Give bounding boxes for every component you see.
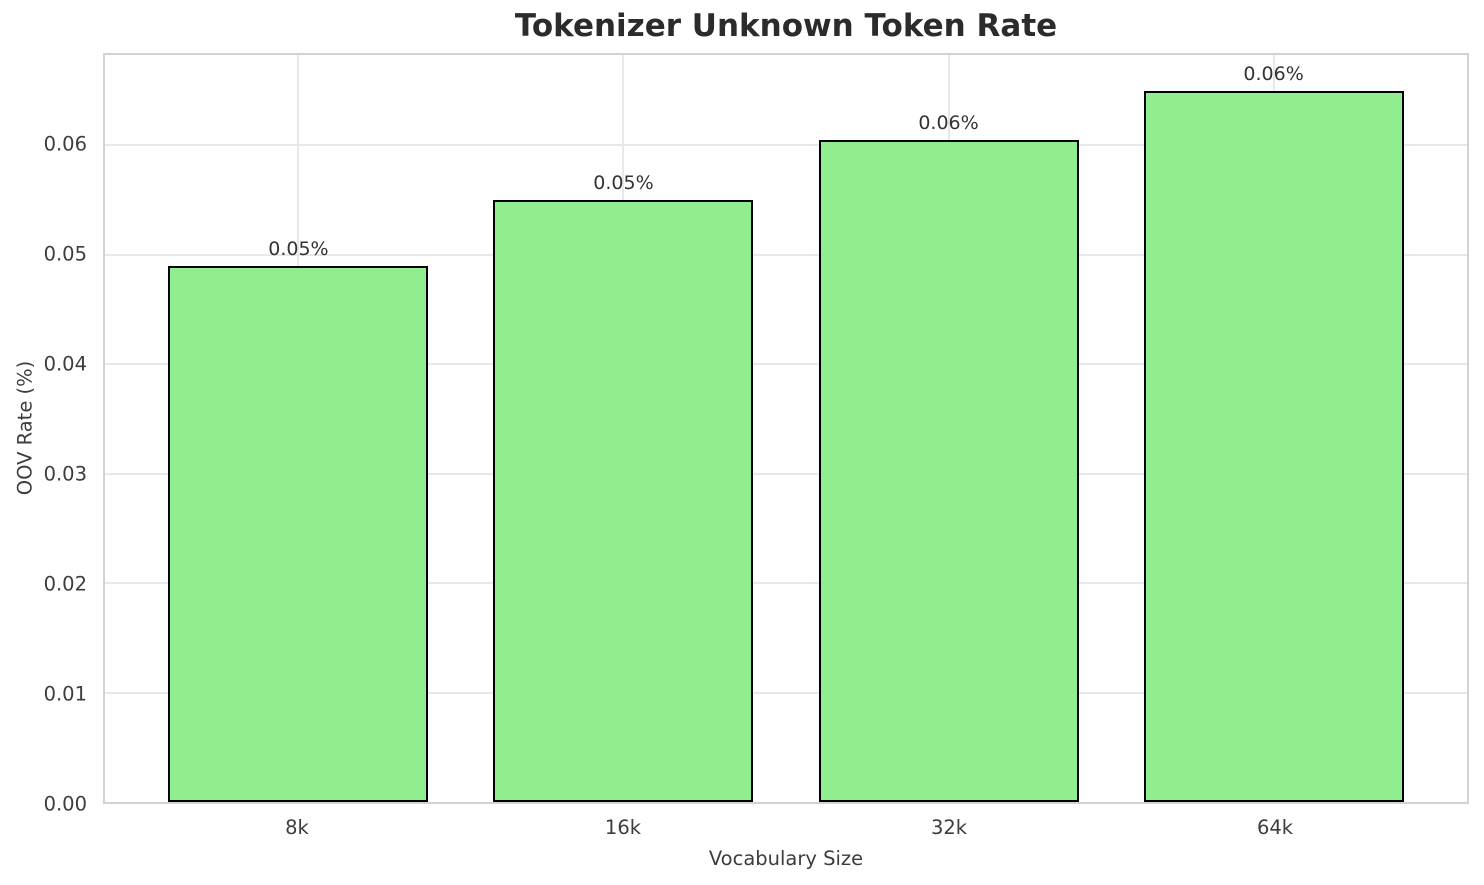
y-gridline [105, 253, 1467, 256]
chart-title: Tokenizer Unknown Token Rate [514, 8, 1058, 44]
y-gridline [105, 144, 1467, 147]
y-gridline [105, 582, 1467, 585]
y-axis-ticks: 0.00 0.01 0.02 0.03 0.04 0.05 0.06 [0, 53, 95, 815]
y-tick-label: 0.01 [43, 682, 87, 706]
bar [493, 200, 754, 802]
y-gridline [105, 363, 1467, 366]
x-tick-label: 64k [1256, 816, 1294, 839]
bar-value-label: 0.05% [593, 172, 654, 195]
x-axis-ticks: 8k 16k 32k 64k [103, 816, 1469, 842]
y-tick-label: 0.05 [43, 242, 87, 266]
y-gridline [105, 691, 1467, 694]
bar [168, 265, 429, 802]
x-axis-label: Vocabulary Size [708, 847, 864, 870]
y-gridline [105, 472, 1467, 475]
bar [818, 139, 1079, 802]
x-tick-label: 32k [930, 816, 968, 839]
x-tick-label: 16k [604, 816, 642, 839]
bar [1143, 90, 1404, 802]
plot-area: 0.05% 0.05% 0.06% 0.06% [103, 53, 1469, 804]
y-tick-label: 0.02 [43, 572, 87, 596]
x-tick-label: 8k [285, 816, 309, 839]
y-tick-label: 0.00 [43, 792, 87, 816]
bar-value-label: 0.05% [268, 237, 329, 260]
y-tick-label: 0.04 [43, 352, 87, 376]
bar-value-label: 0.06% [918, 111, 979, 134]
y-tick-label: 0.03 [43, 462, 87, 486]
bar-value-label: 0.06% [1243, 62, 1304, 85]
y-tick-label: 0.06 [43, 132, 87, 156]
